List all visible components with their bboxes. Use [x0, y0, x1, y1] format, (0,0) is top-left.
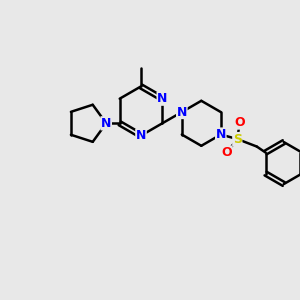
Text: S: S [233, 133, 242, 146]
Text: N: N [216, 128, 226, 141]
Text: N: N [101, 117, 111, 130]
Text: O: O [234, 116, 245, 129]
Text: O: O [221, 146, 232, 159]
Text: N: N [177, 106, 187, 118]
Text: N: N [157, 92, 167, 105]
Text: N: N [136, 129, 146, 142]
